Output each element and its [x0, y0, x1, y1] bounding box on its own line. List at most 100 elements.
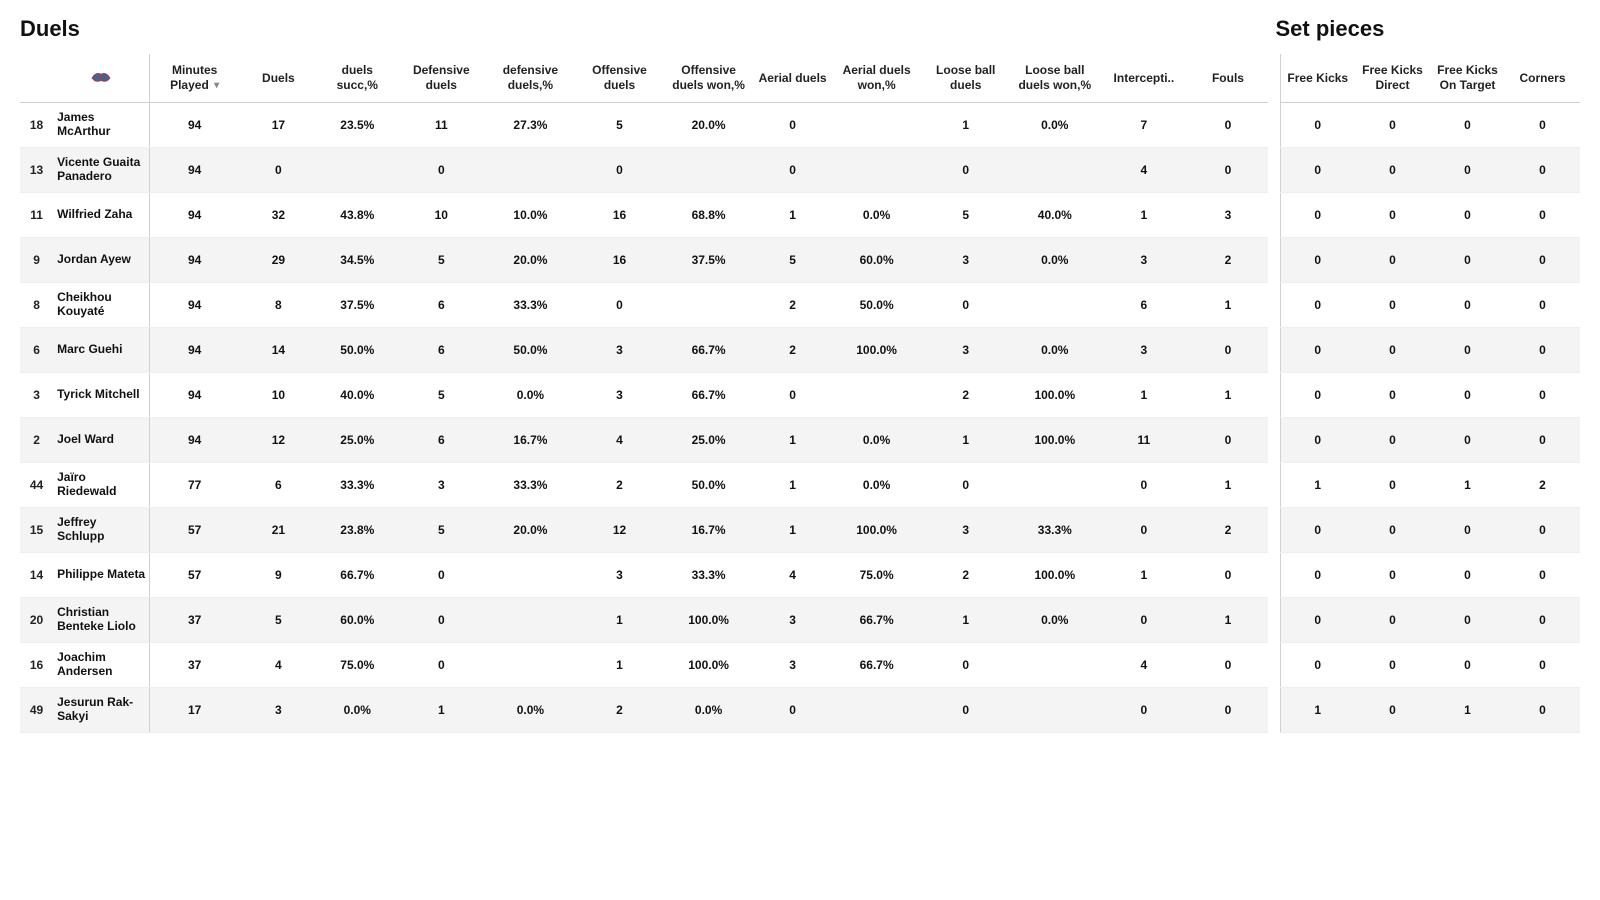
table-row[interactable]: 0000: [1280, 372, 1580, 417]
table-row[interactable]: 11Wilfried Zaha943243.8%1010.0%1668.8%10…: [20, 192, 1268, 237]
table-row[interactable]: 0000: [1280, 192, 1580, 237]
table-row[interactable]: 0000: [1280, 417, 1580, 462]
table-row[interactable]: 14Philippe Mateta57966.7%0333.3%475.0%21…: [20, 552, 1268, 597]
col-fkt[interactable]: Free Kicks On Target: [1430, 54, 1505, 102]
table-row[interactable]: 0000: [1280, 102, 1580, 147]
table-row[interactable]: 8Cheikhou Kouyaté94837.5%633.3%0250.0%06…: [20, 282, 1268, 327]
col-player-num[interactable]: [20, 54, 53, 102]
cell-off_duels: 2: [575, 687, 664, 732]
cell-fouls: 0: [1188, 327, 1267, 372]
col-duels-succ[interactable]: duels succ,%: [318, 54, 397, 102]
cell-off_duels_pct: 68.8%: [664, 192, 753, 237]
cell-minutes: 17: [150, 687, 239, 732]
table-row[interactable]: 15Jeffrey Schlupp572123.8%520.0%1216.7%1…: [20, 507, 1268, 552]
cell-fouls: 0: [1188, 642, 1267, 687]
cell-off_duels_pct: 20.0%: [664, 102, 753, 147]
cell-off_duels: 0: [575, 282, 664, 327]
col-loose[interactable]: Loose ball duels: [921, 54, 1010, 102]
cell-fkt: 0: [1430, 327, 1505, 372]
cell-corners: 0: [1505, 102, 1580, 147]
table-row[interactable]: 0000: [1280, 507, 1580, 552]
cell-off_duels: 3: [575, 552, 664, 597]
cell-duels: 21: [239, 507, 318, 552]
col-fkd[interactable]: Free Kicks Direct: [1355, 54, 1430, 102]
table-row[interactable]: 13Vicente Guaita Panadero940000040: [20, 147, 1268, 192]
col-player-name[interactable]: [53, 54, 150, 102]
cell-fkt: 0: [1430, 552, 1505, 597]
cell-off_duels: 16: [575, 192, 664, 237]
cell-minutes: 94: [150, 417, 239, 462]
col-intercept[interactable]: Intercepti..: [1099, 54, 1188, 102]
duels-table: Minutes Played ▾ Duels duels succ,% Defe…: [20, 54, 1268, 733]
col-fk[interactable]: Free Kicks: [1280, 54, 1355, 102]
cell-duels_succ: 34.5%: [318, 237, 397, 282]
table-row[interactable]: 2Joel Ward941225.0%616.7%425.0%10.0%1100…: [20, 417, 1268, 462]
cell-fkt: 0: [1430, 147, 1505, 192]
cell-def_duels_pct: 20.0%: [486, 507, 575, 552]
cell-def_duels: 5: [397, 237, 486, 282]
cell-aerial_pct: 100.0%: [832, 327, 921, 372]
player-name: Marc Guehi: [53, 327, 150, 372]
cell-corners: 0: [1505, 237, 1580, 282]
col-fouls[interactable]: Fouls: [1188, 54, 1267, 102]
cell-corners: 0: [1505, 282, 1580, 327]
col-minutes-label: Minutes Played: [170, 63, 217, 91]
cell-def_duels_pct: 20.0%: [486, 237, 575, 282]
table-row[interactable]: 0000: [1280, 237, 1580, 282]
cell-fk: 0: [1280, 192, 1355, 237]
table-row[interactable]: 18James McArthur941723.5%1127.3%520.0%01…: [20, 102, 1268, 147]
cell-duels_succ: 60.0%: [318, 597, 397, 642]
cell-fouls: 2: [1188, 237, 1267, 282]
cell-loose: 1: [921, 102, 1010, 147]
cell-aerial_pct: 66.7%: [832, 597, 921, 642]
cell-fouls: 0: [1188, 147, 1267, 192]
table-row[interactable]: 16Joachim Andersen37475.0%01100.0%366.7%…: [20, 642, 1268, 687]
table-row[interactable]: 3Tyrick Mitchell941040.0%50.0%366.7%0210…: [20, 372, 1268, 417]
col-off-duels[interactable]: Offensive duels: [575, 54, 664, 102]
cell-def_duels: 0: [397, 552, 486, 597]
table-row[interactable]: 49Jesurun Rak-Sakyi1730.0%10.0%20.0%0000: [20, 687, 1268, 732]
table-row[interactable]: 0000: [1280, 282, 1580, 327]
col-corners[interactable]: Corners: [1505, 54, 1580, 102]
col-def-duels-pct[interactable]: defensive duels,%: [486, 54, 575, 102]
cell-duels_succ: 50.0%: [318, 327, 397, 372]
table-row[interactable]: 44Jaïro Riedewald77633.3%333.3%250.0%10.…: [20, 462, 1268, 507]
table-row[interactable]: 1010: [1280, 687, 1580, 732]
cell-aerial_pct: 66.7%: [832, 642, 921, 687]
player-name: Joel Ward: [53, 417, 150, 462]
cell-corners: 0: [1505, 327, 1580, 372]
duels-body: 18James McArthur941723.5%1127.3%520.0%01…: [20, 102, 1268, 732]
table-row[interactable]: 9Jordan Ayew942934.5%520.0%1637.5%560.0%…: [20, 237, 1268, 282]
table-row[interactable]: 6Marc Guehi941450.0%650.0%366.7%2100.0%3…: [20, 327, 1268, 372]
col-off-duels-pct[interactable]: Offensive duels won,%: [664, 54, 753, 102]
col-loose-pct[interactable]: Loose ball duels won,%: [1010, 54, 1099, 102]
table-row[interactable]: 20Christian Benteke Liolo37560.0%01100.0…: [20, 597, 1268, 642]
cell-off_duels: 0: [575, 147, 664, 192]
cell-loose: 0: [921, 687, 1010, 732]
cell-loose: 3: [921, 327, 1010, 372]
cell-duels_succ: 75.0%: [318, 642, 397, 687]
duels-title: Duels: [20, 16, 1268, 42]
cell-corners: 2: [1505, 462, 1580, 507]
cell-off_duels_pct: 100.0%: [664, 642, 753, 687]
cell-fouls: 1: [1188, 282, 1267, 327]
cell-aerial_pct: [832, 102, 921, 147]
cell-minutes: 94: [150, 192, 239, 237]
cell-duels: 8: [239, 282, 318, 327]
col-duels[interactable]: Duels: [239, 54, 318, 102]
table-row[interactable]: 0000: [1280, 552, 1580, 597]
cell-intercept: 4: [1099, 642, 1188, 687]
cell-def_duels: 11: [397, 102, 486, 147]
table-row[interactable]: 1012: [1280, 462, 1580, 507]
col-def-duels[interactable]: Defensive duels: [397, 54, 486, 102]
col-aerial[interactable]: Aerial duels: [753, 54, 832, 102]
player-name: Joachim Andersen: [53, 642, 150, 687]
col-aerial-pct[interactable]: Aerial duels won,%: [832, 54, 921, 102]
table-row[interactable]: 0000: [1280, 597, 1580, 642]
table-row[interactable]: 0000: [1280, 327, 1580, 372]
player-name: Tyrick Mitchell: [53, 372, 150, 417]
table-row[interactable]: 0000: [1280, 642, 1580, 687]
cell-intercept: 0: [1099, 462, 1188, 507]
col-minutes[interactable]: Minutes Played ▾: [150, 54, 239, 102]
table-row[interactable]: 0000: [1280, 147, 1580, 192]
